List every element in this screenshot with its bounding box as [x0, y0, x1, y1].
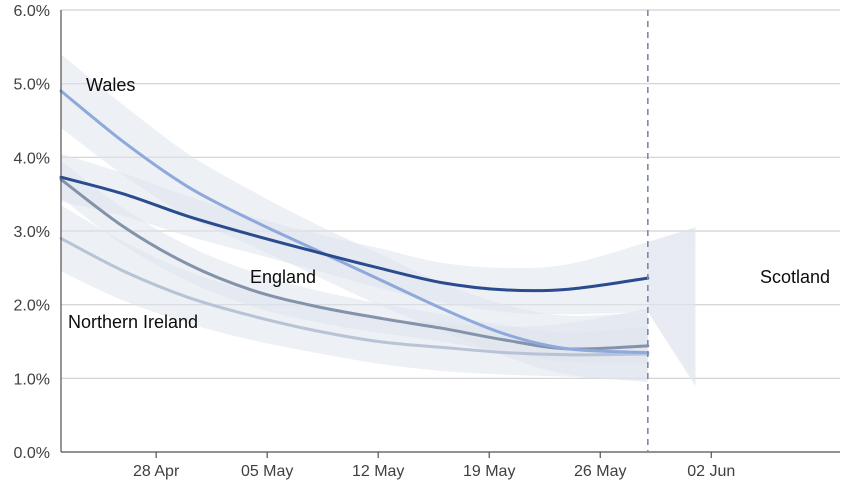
series-line	[59, 89, 650, 355]
x-tick-label: 05 May	[241, 463, 293, 480]
x-tick-label: 02 Jun	[687, 463, 735, 480]
series-line	[59, 236, 650, 357]
confidence-band-extension	[647, 227, 696, 386]
y-tick-label: 3.0%	[14, 224, 50, 241]
confidence-bands	[61, 54, 696, 386]
y-tick-label: 5.0%	[14, 77, 50, 94]
y-tick-label: 2.0%	[14, 298, 50, 315]
axes: 0.0% 1.0% 2.0% 3.0% 4.0% 5.0% 6.0% 28 Apr 05 May…	[14, 3, 840, 480]
y-tick-label: 4.0%	[14, 150, 50, 167]
series-label: Northern Ireland	[68, 312, 198, 332]
y-tick-label: 0.0%	[14, 445, 50, 462]
y-tick-label: 6.0%	[14, 3, 50, 20]
series-label: England	[250, 267, 316, 287]
series-lines	[59, 89, 650, 357]
series-label: Scotland	[760, 267, 830, 287]
x-tick-label: 28 Apr	[133, 463, 180, 480]
confidence-band	[61, 153, 648, 315]
confidence-band	[61, 205, 648, 381]
x-tick-label: 19 May	[463, 463, 515, 480]
y-tick-label: 1.0%	[14, 371, 50, 388]
series-line	[59, 175, 650, 293]
series-label: Wales	[86, 75, 135, 95]
series-line	[59, 177, 650, 351]
x-tick-label: 12 May	[352, 463, 404, 480]
series-labels: Wales Scotland England Northern Ireland	[68, 75, 830, 332]
x-tick-label: 26 May	[574, 463, 626, 480]
